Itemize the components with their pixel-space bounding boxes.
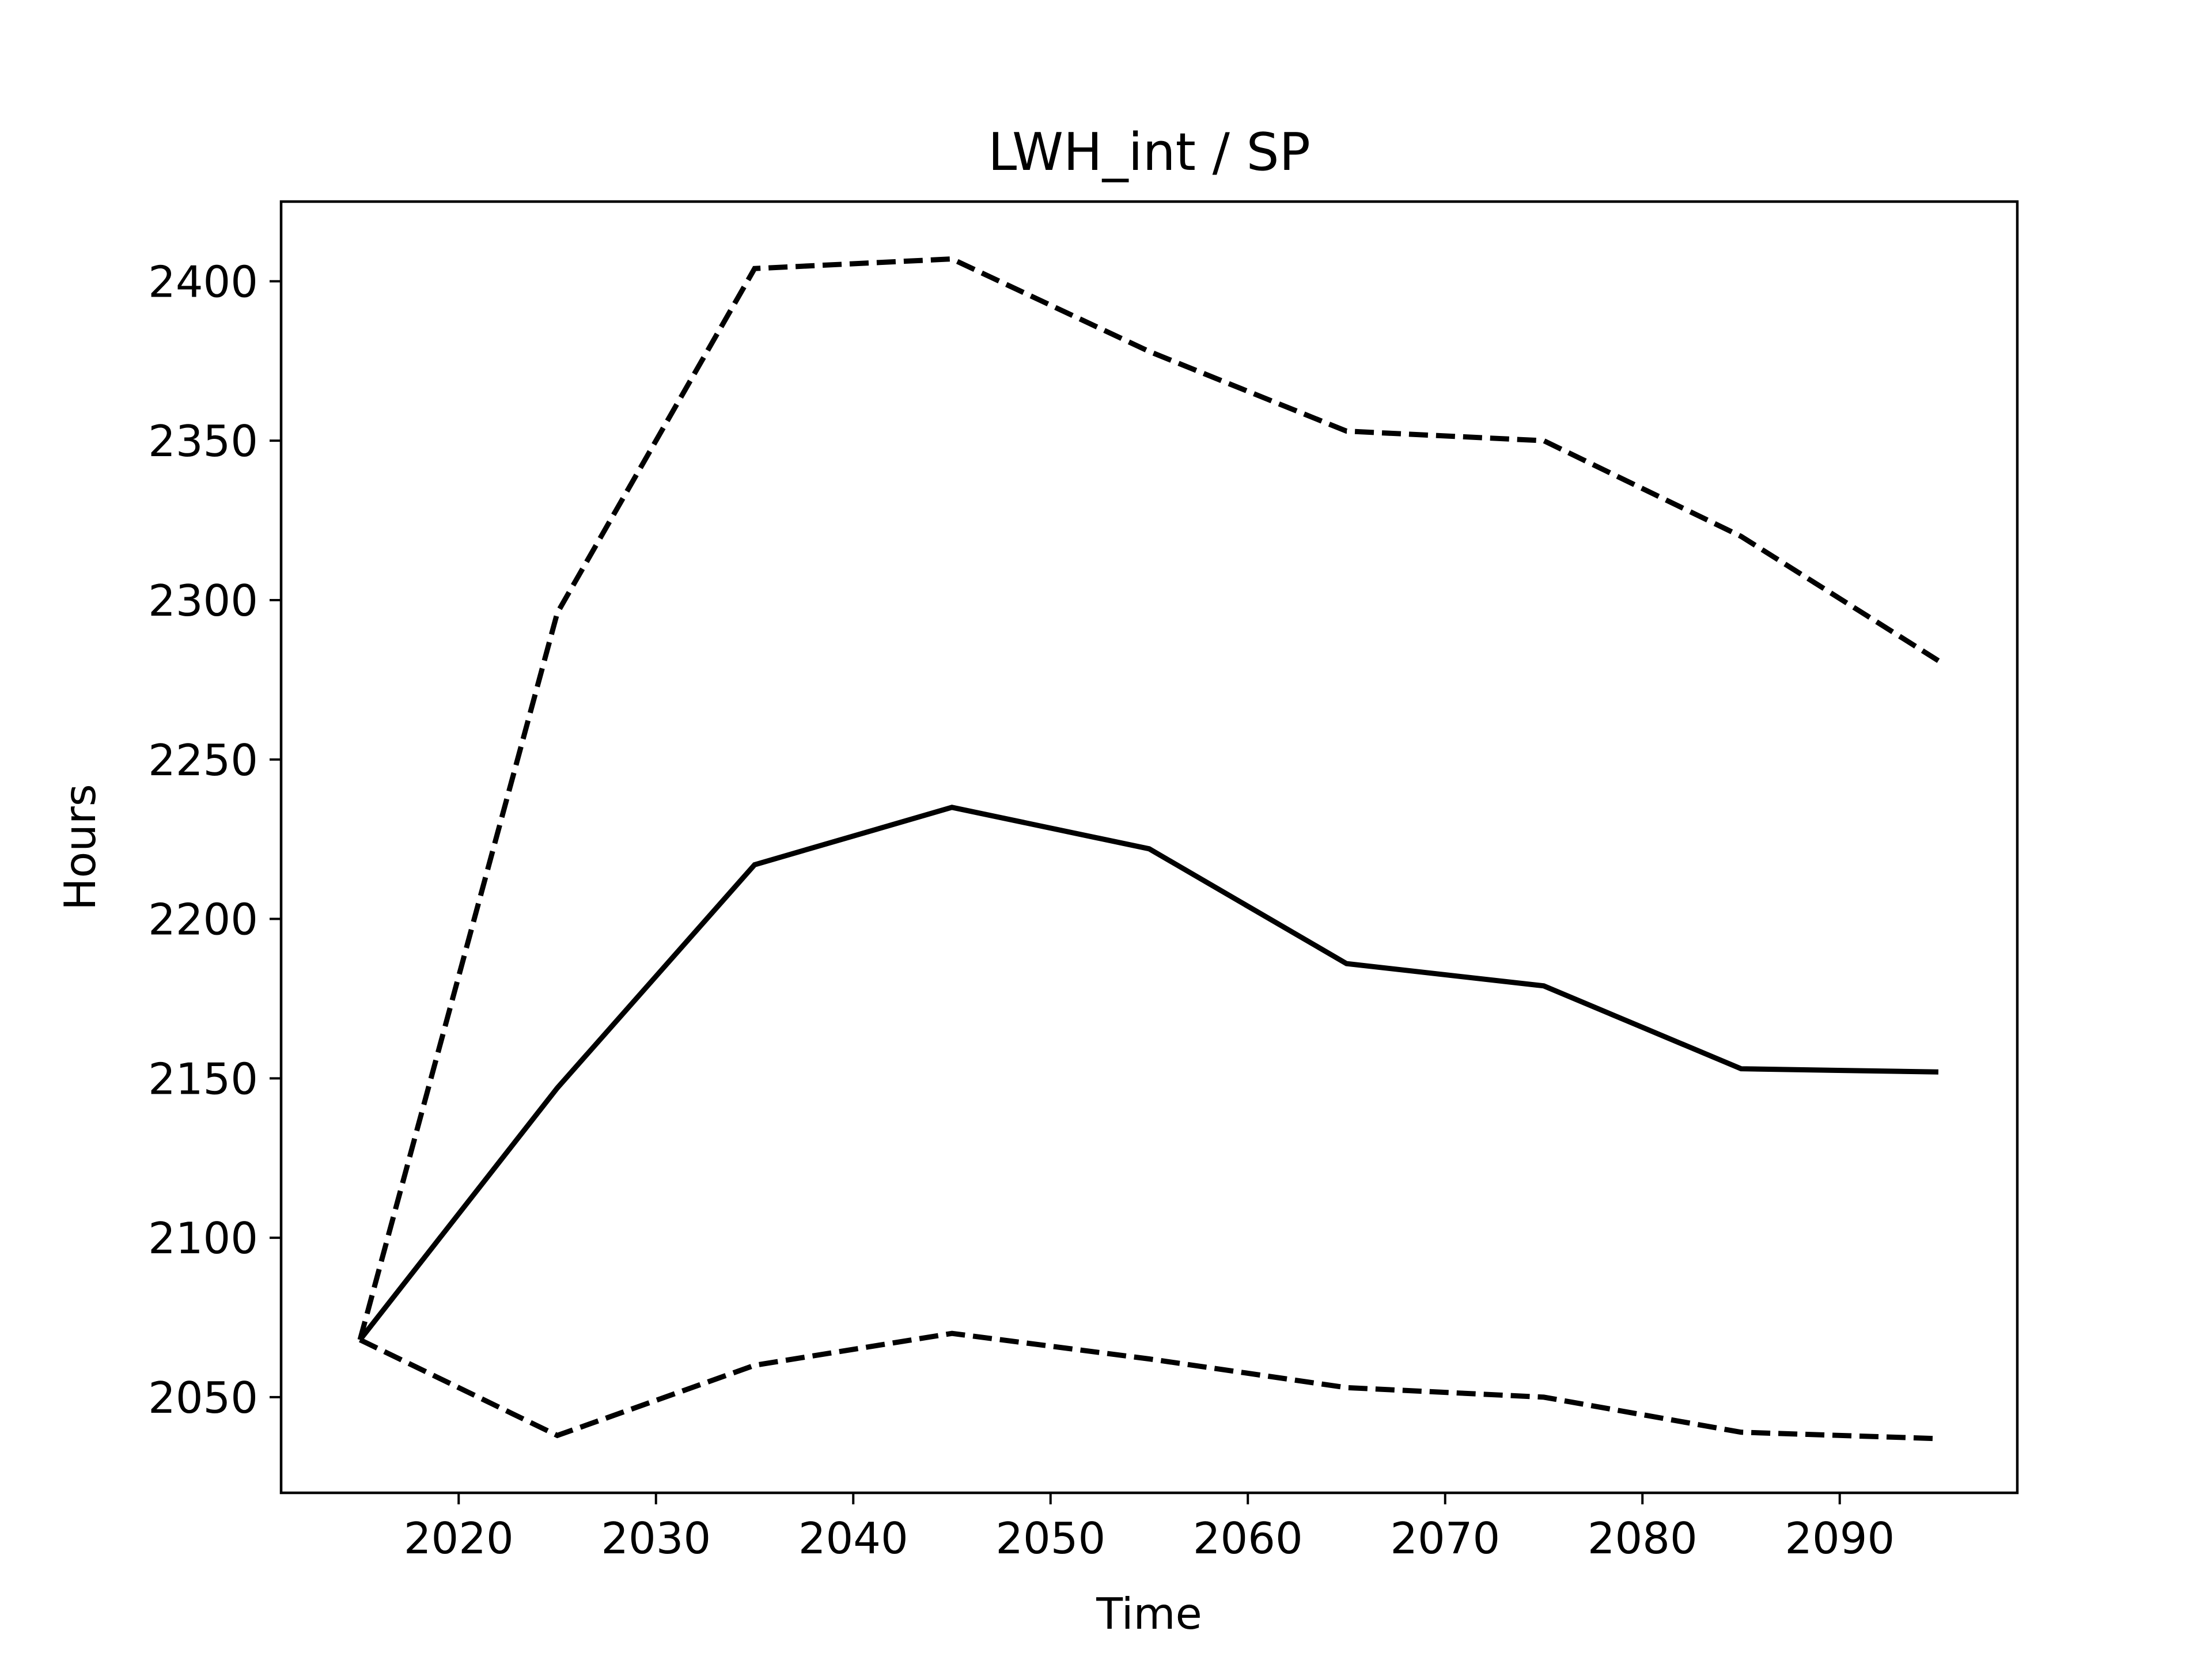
x-tick-label: 2020 — [404, 1513, 514, 1564]
x-axis-ticks: 2020 2030 2040 2050 2060 2070 2080 2090 — [404, 1493, 1895, 1564]
y-tick-label: 2100 — [148, 1213, 258, 1264]
dashed-series-line-1 — [357, 256, 1940, 1341]
x-tick-label: 2050 — [995, 1513, 1105, 1564]
dashed-series-line-2 — [359, 1330, 1939, 1442]
chart-title: LWH_int / SP — [988, 122, 1310, 183]
x-tick-label: 2040 — [798, 1513, 908, 1564]
y-axis-ticks: 2050 2100 2150 2200 2250 2300 2350 2400 — [148, 256, 281, 1423]
plot-area-frame — [279, 200, 2019, 1495]
x-tick-label: 2070 — [1390, 1513, 1500, 1564]
x-tick-label: 2060 — [1193, 1513, 1303, 1564]
series-layer — [357, 256, 1940, 1442]
y-tick-label: 2250 — [148, 735, 258, 786]
y-tick-label: 2300 — [148, 575, 258, 626]
y-tick-label: 2400 — [148, 256, 258, 307]
y-tick-label: 2350 — [148, 416, 258, 467]
y-tick-label: 2200 — [148, 894, 258, 945]
x-axis-label: Time — [1096, 1588, 1202, 1639]
x-tick-label: 2090 — [1785, 1513, 1895, 1564]
y-tick-label: 2150 — [148, 1053, 258, 1104]
x-tick-label: 2080 — [1588, 1513, 1698, 1564]
x-tick-label: 2030 — [601, 1513, 711, 1564]
y-axis-label: Hours — [55, 784, 105, 911]
solid-series-line-0 — [358, 805, 1939, 1342]
y-tick-label: 2050 — [148, 1372, 258, 1423]
